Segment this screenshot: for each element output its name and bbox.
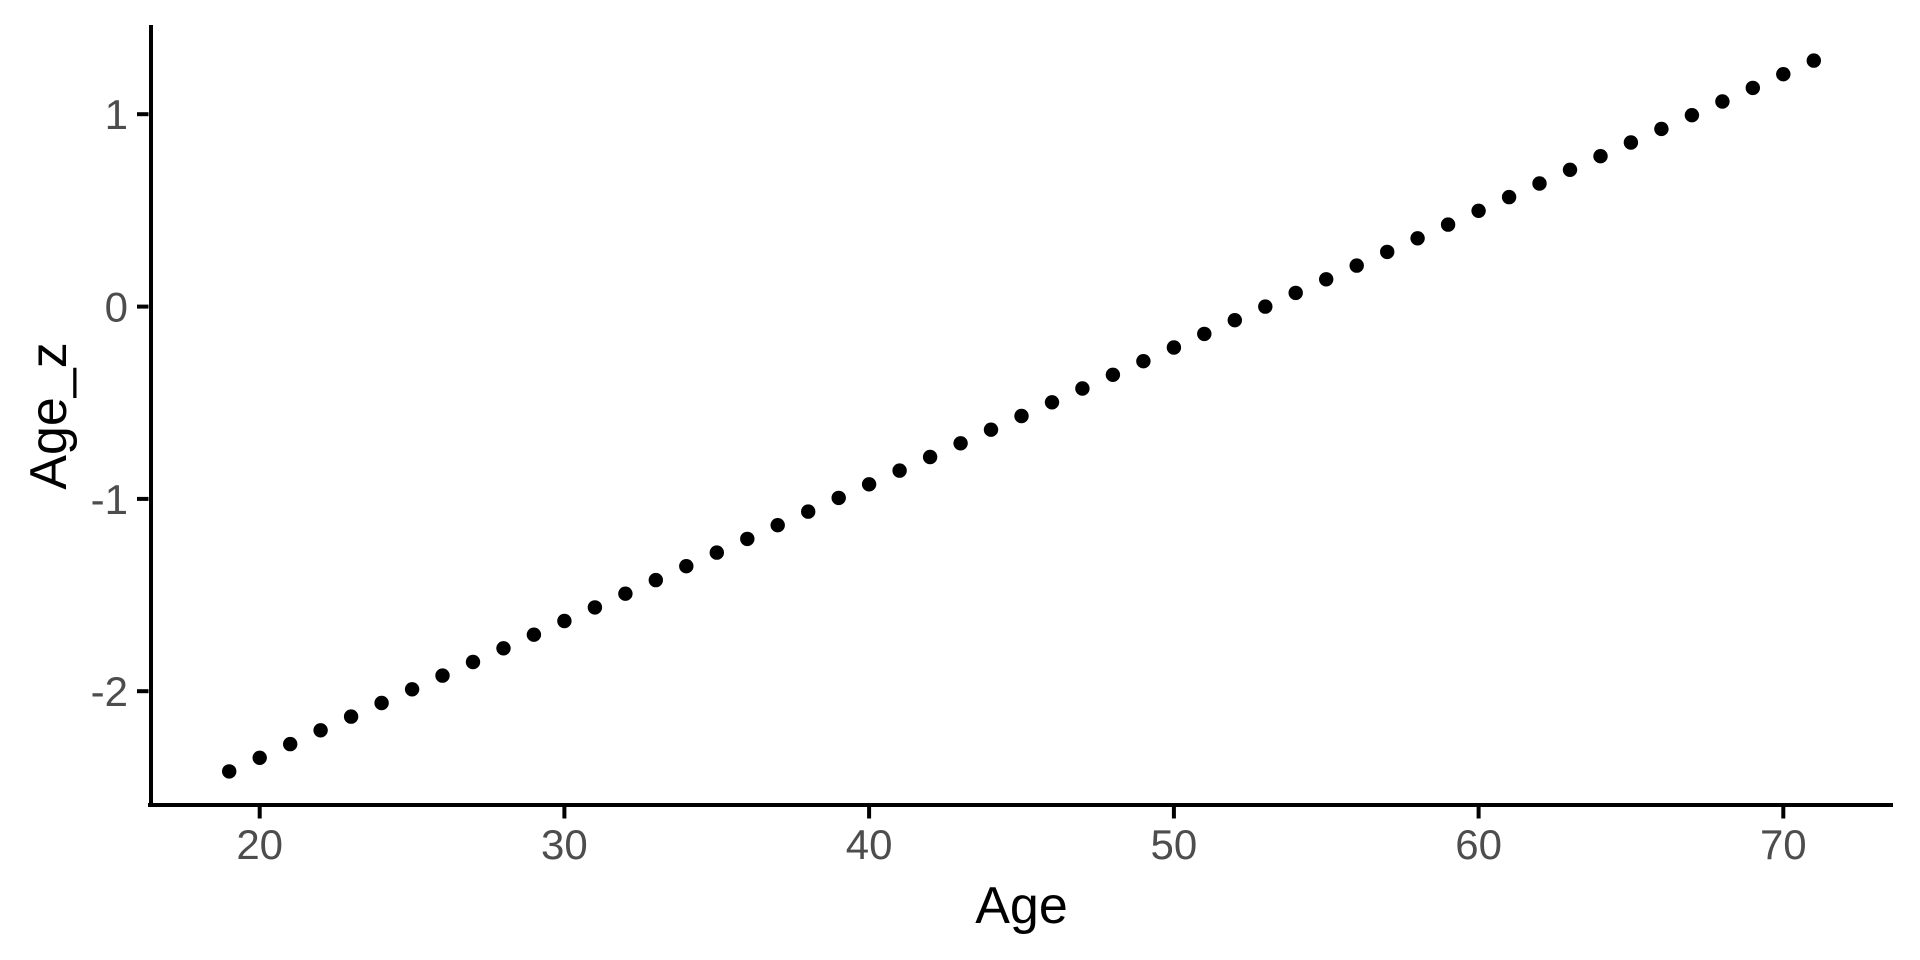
data-point bbox=[222, 764, 237, 779]
data-point bbox=[1562, 162, 1578, 177]
data-point bbox=[740, 531, 755, 547]
data-point bbox=[374, 695, 389, 711]
data-point bbox=[435, 668, 450, 683]
data-point bbox=[1014, 408, 1029, 424]
data-point bbox=[1593, 149, 1608, 164]
data-point bbox=[709, 545, 724, 560]
data-points-layer bbox=[222, 53, 1822, 779]
data-point bbox=[1380, 244, 1395, 260]
data-point bbox=[831, 490, 846, 506]
data-point bbox=[983, 422, 999, 437]
data-point bbox=[861, 477, 877, 492]
data-point bbox=[618, 586, 633, 601]
data-point bbox=[679, 559, 694, 574]
data-point bbox=[1684, 108, 1700, 123]
data-point bbox=[1136, 354, 1151, 369]
x-axis-tick-label: 20 bbox=[236, 821, 283, 868]
data-point bbox=[648, 572, 663, 588]
data-point bbox=[1715, 94, 1730, 109]
data-point bbox=[1776, 67, 1791, 82]
data-point bbox=[1197, 326, 1212, 342]
data-point bbox=[557, 613, 572, 629]
data-point bbox=[1745, 80, 1761, 96]
data-point bbox=[496, 641, 511, 656]
data-point bbox=[1532, 176, 1547, 191]
data-point bbox=[1440, 217, 1456, 232]
data-point bbox=[1806, 53, 1822, 68]
y-axis-tick-label: 1 bbox=[105, 91, 128, 138]
data-point bbox=[922, 449, 938, 465]
y-axis-ticks: 1 0 -1 -2 bbox=[91, 91, 149, 715]
data-point bbox=[1471, 203, 1486, 218]
data-point bbox=[465, 654, 481, 670]
data-point bbox=[1075, 381, 1090, 396]
y-axis-tick-label: -1 bbox=[91, 476, 128, 523]
data-point bbox=[953, 436, 968, 451]
data-point bbox=[1258, 299, 1273, 314]
data-point bbox=[404, 682, 420, 697]
y-axis-tick-label: -2 bbox=[91, 668, 128, 715]
x-axis-tick-label: 30 bbox=[541, 821, 588, 868]
data-point bbox=[343, 709, 359, 724]
data-point bbox=[1654, 121, 1669, 137]
data-point bbox=[1044, 395, 1060, 410]
data-point bbox=[1410, 231, 1425, 246]
y-axis-tick-label: 0 bbox=[105, 284, 128, 331]
data-point bbox=[801, 504, 816, 519]
data-point bbox=[892, 463, 907, 478]
data-point bbox=[1349, 258, 1364, 273]
x-axis-tick-label: 40 bbox=[846, 821, 893, 868]
x-axis-tick-label: 70 bbox=[1760, 821, 1807, 868]
y-axis-title: Age_z bbox=[20, 342, 78, 489]
data-point bbox=[1288, 285, 1303, 301]
data-point bbox=[1166, 340, 1182, 355]
x-axis-tick-label: 50 bbox=[1151, 821, 1198, 868]
data-point bbox=[252, 750, 267, 765]
data-point bbox=[283, 736, 298, 752]
data-point bbox=[1623, 135, 1639, 150]
x-axis-title: Age bbox=[975, 877, 1068, 935]
x-axis-tick-label: 60 bbox=[1455, 821, 1502, 868]
data-point bbox=[313, 723, 328, 738]
x-axis-ticks: 20 30 40 50 60 70 bbox=[236, 807, 1807, 868]
data-point bbox=[1105, 367, 1121, 382]
data-point bbox=[770, 518, 785, 533]
data-point bbox=[1501, 189, 1517, 205]
data-point bbox=[1319, 272, 1334, 287]
data-point bbox=[526, 627, 542, 642]
data-point bbox=[1227, 313, 1243, 328]
data-point bbox=[587, 600, 603, 615]
